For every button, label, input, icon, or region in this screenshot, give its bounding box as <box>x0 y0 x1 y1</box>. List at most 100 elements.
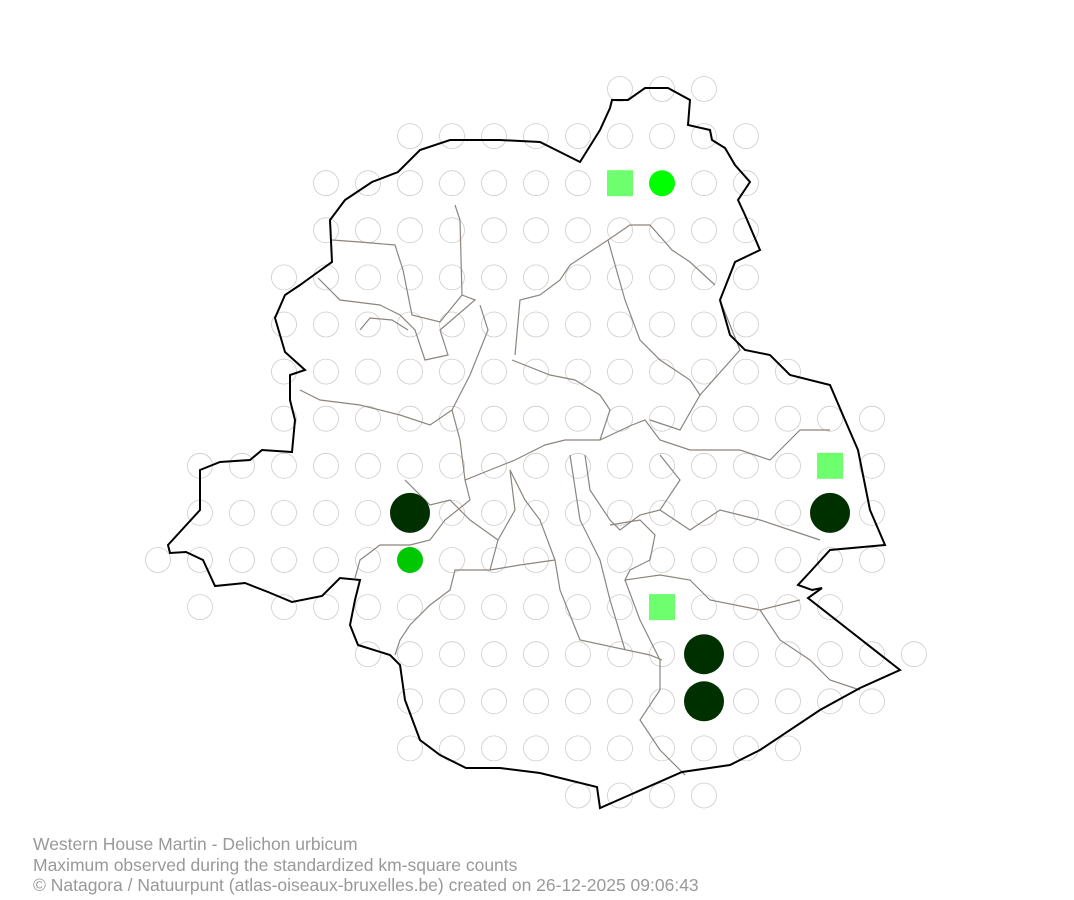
empty-km-square <box>271 594 297 620</box>
observation-markers <box>390 170 850 722</box>
empty-km-square <box>397 264 423 291</box>
observation-square-marker <box>649 594 675 621</box>
empty-km-square <box>481 405 507 432</box>
commune-border <box>607 239 701 431</box>
empty-km-square <box>607 76 633 102</box>
empty-km-square <box>565 782 591 809</box>
empty-km-square <box>481 547 507 573</box>
empty-km-square <box>607 452 633 479</box>
empty-km-square <box>607 735 633 762</box>
empty-km-square <box>313 170 339 197</box>
empty-km-square <box>355 264 381 291</box>
empty-km-square <box>523 547 549 573</box>
empty-km-square <box>565 547 591 573</box>
empty-km-square <box>355 641 381 668</box>
empty-km-square <box>649 641 675 668</box>
empty-km-square <box>775 452 801 479</box>
empty-km-square <box>817 688 843 715</box>
empty-km-square <box>481 311 507 338</box>
empty-km-square <box>775 405 801 432</box>
empty-km-square <box>355 217 381 244</box>
observation-circle-marker <box>810 492 850 533</box>
empty-km-square <box>691 782 717 809</box>
empty-km-square <box>775 358 801 385</box>
empty-km-square <box>691 358 717 385</box>
empty-km-square <box>313 264 339 291</box>
empty-km-square <box>691 452 717 479</box>
empty-km-square <box>397 641 423 668</box>
empty-km-square <box>271 358 297 385</box>
commune-border <box>624 579 686 776</box>
empty-km-square <box>649 264 675 291</box>
empty-km-square <box>481 123 507 150</box>
empty-km-square <box>481 358 507 385</box>
empty-km-square <box>439 170 465 197</box>
commune-border <box>317 277 477 361</box>
empty-km-square <box>649 547 675 573</box>
empty-km-square <box>691 123 717 150</box>
empty-km-square <box>775 547 801 573</box>
empty-km-square <box>481 170 507 197</box>
empty-km-square <box>733 641 759 668</box>
empty-km-square <box>565 405 591 432</box>
empty-km-square <box>733 688 759 715</box>
empty-km-square <box>565 123 591 150</box>
empty-km-square <box>523 594 549 620</box>
empty-km-square <box>439 500 465 526</box>
empty-km-square <box>565 500 591 526</box>
empty-km-square <box>649 735 675 762</box>
empty-km-square <box>565 641 591 668</box>
empty-km-square <box>355 170 381 197</box>
empty-km-square <box>355 311 381 338</box>
empty-km-square <box>439 311 465 338</box>
commune-border <box>451 409 830 481</box>
empty-km-square <box>775 594 801 620</box>
empty-km-square <box>397 217 423 244</box>
empty-km-square <box>355 547 381 573</box>
empty-km-square <box>523 500 549 526</box>
empty-km-square <box>817 594 843 620</box>
empty-km-square <box>565 594 591 620</box>
empty-km-square <box>691 170 717 197</box>
observation-circle-marker <box>684 634 724 675</box>
commune-border <box>514 224 716 356</box>
empty-km-square <box>691 217 717 244</box>
empty-km-square <box>649 123 675 150</box>
empty-km-square <box>565 311 591 338</box>
empty-km-square <box>523 264 549 291</box>
empty-km-square <box>691 264 717 291</box>
km-square-grid <box>145 76 927 809</box>
empty-km-square <box>859 641 885 668</box>
empty-km-square <box>313 405 339 432</box>
empty-km-square <box>859 547 885 573</box>
empty-km-square <box>523 358 549 385</box>
empty-km-square <box>775 735 801 762</box>
empty-km-square <box>691 76 717 102</box>
empty-km-square <box>397 452 423 479</box>
empty-km-square <box>859 500 885 526</box>
empty-km-square <box>649 405 675 432</box>
empty-km-square <box>187 594 213 620</box>
empty-km-square <box>733 170 759 197</box>
empty-km-square <box>271 405 297 432</box>
commune-boundaries <box>299 204 861 776</box>
empty-km-square <box>775 688 801 715</box>
empty-km-square <box>901 641 927 668</box>
empty-km-square <box>733 500 759 526</box>
empty-km-square <box>313 311 339 338</box>
empty-km-square <box>145 547 171 573</box>
empty-km-square <box>355 500 381 526</box>
empty-km-square <box>313 594 339 620</box>
empty-km-square <box>523 452 549 479</box>
empty-km-square <box>439 452 465 479</box>
empty-km-square <box>439 547 465 573</box>
empty-km-square <box>271 547 297 573</box>
map-caption: Western House Martin - Delichon urbicum … <box>33 834 699 896</box>
empty-km-square <box>439 217 465 244</box>
empty-km-square <box>355 405 381 432</box>
commune-border <box>299 304 489 426</box>
empty-km-square <box>523 217 549 244</box>
empty-km-square <box>481 264 507 291</box>
empty-km-square <box>481 594 507 620</box>
map-description: Maximum observed during the standardized… <box>33 854 518 875</box>
